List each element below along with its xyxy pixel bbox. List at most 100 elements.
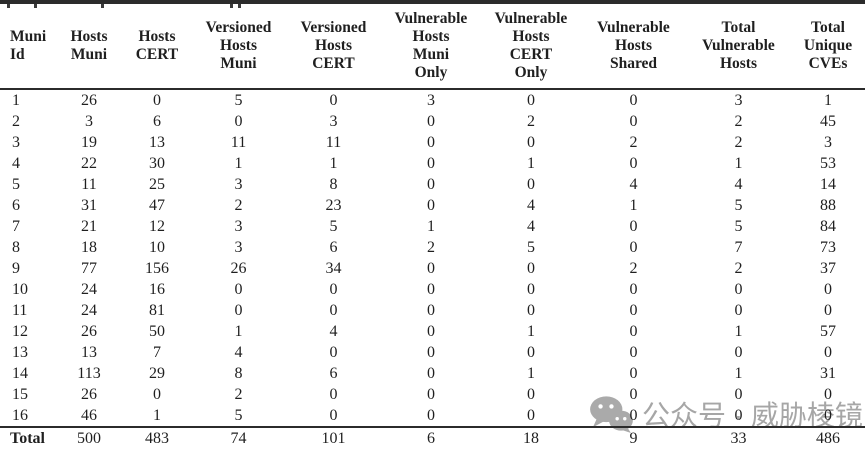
table-cell: 1 xyxy=(734,155,743,172)
table-row: 11 24 81 0 0 0 0 0 0 0 xyxy=(0,300,865,321)
row-label-cell: 5 xyxy=(12,176,20,193)
table-cell: 0 xyxy=(824,281,832,298)
table-cell: 53 xyxy=(820,155,836,172)
table-cell: 11 xyxy=(81,176,97,193)
table-cell: 22 xyxy=(81,155,97,172)
table-cell: 24 xyxy=(81,302,97,319)
table-cell: 2 xyxy=(734,134,743,151)
col-header-versioned-hosts-muni: Versioned Hosts Muni xyxy=(191,4,286,90)
row-label-cell: Total xyxy=(0,426,55,450)
header-row: Muni Id Hosts Muni Hosts CERT Versioned … xyxy=(0,4,865,90)
table-cell: 0 xyxy=(329,302,338,319)
table-row: 8 18 10 3 6 2 5 0 7 73 xyxy=(0,237,865,258)
table-cell: 1 xyxy=(234,323,243,340)
table-cell: 1 xyxy=(734,365,743,382)
table-cell: 1 xyxy=(427,218,435,235)
table-cell: 0 xyxy=(329,386,338,403)
table-cell: 1 xyxy=(734,323,743,340)
row-label-cell: 2 xyxy=(12,113,20,130)
table-cell: 6 xyxy=(329,365,338,382)
table-cell: 14 xyxy=(820,176,836,193)
table-cell: 1 xyxy=(234,155,243,172)
table-cell: 31 xyxy=(81,197,97,214)
row-label-cell: 8 xyxy=(12,239,20,256)
table-row: 2 3 6 0 3 0 2 0 2 45 xyxy=(0,111,865,132)
table-cell: 0 xyxy=(427,344,435,361)
row-label-cell: 15 xyxy=(12,386,28,403)
table-cell: 3 xyxy=(329,113,338,130)
table-cell: 4 xyxy=(329,323,338,340)
table-cell: 0 xyxy=(629,302,638,319)
table-cell: 0 xyxy=(629,113,638,130)
row-label-cell: 14 xyxy=(12,365,28,382)
table-cell: 0 xyxy=(527,407,535,424)
table-cell: 6 xyxy=(329,239,338,256)
table-cell: 0 xyxy=(427,281,435,298)
row-label-cell: 4 xyxy=(12,155,20,172)
col-header-muni-id: Muni Id xyxy=(0,4,55,90)
table-cell: 1 xyxy=(527,365,535,382)
caption-descender-mark xyxy=(230,3,233,8)
table-cell: 0 xyxy=(629,407,638,424)
table-cell: 0 xyxy=(427,260,435,277)
table-cell: 37 xyxy=(820,260,836,277)
table-row: 9 77 156 26 34 0 0 2 2 37 xyxy=(0,258,865,279)
table-cell: 0 xyxy=(427,323,435,340)
table-cell: 1 xyxy=(329,155,338,172)
table-cell: 0 xyxy=(734,302,743,319)
table-cell: 8 xyxy=(234,365,243,382)
caption-descender-mark xyxy=(7,3,10,8)
table-cell: 0 xyxy=(824,344,832,361)
table-cell: 29 xyxy=(149,365,165,382)
table-cell: 10 xyxy=(149,239,165,256)
table-cell: 0 xyxy=(629,92,638,109)
table-row: 12 26 50 1 4 0 1 0 1 57 xyxy=(0,321,865,342)
table-cell: 0 xyxy=(427,113,435,130)
table-cell: 5 xyxy=(329,218,338,235)
table-cell: 0 xyxy=(629,365,638,382)
table-cell: 1 xyxy=(527,155,535,172)
table-cell: 0 xyxy=(629,323,638,340)
table-cell: 16 xyxy=(149,281,165,298)
table-cell: 1 xyxy=(824,92,832,109)
table-cell: 5 xyxy=(527,239,535,256)
table-cell: 57 xyxy=(820,323,836,340)
table-cell: 0 xyxy=(527,92,535,109)
table-cell: 0 xyxy=(153,386,161,403)
table-cell: 26 xyxy=(81,323,97,340)
table-cell: 0 xyxy=(629,239,638,256)
table-cell: 45 xyxy=(820,113,836,130)
table-cell: 84 xyxy=(820,218,836,235)
row-label-cell: 1 xyxy=(12,92,20,109)
table-cell: 0 xyxy=(734,281,743,298)
table-row: 4 22 30 1 1 0 1 0 1 53 xyxy=(0,153,865,174)
table-cell: 24 xyxy=(81,281,97,298)
table-cell: 0 xyxy=(427,386,435,403)
table-cell: 74 xyxy=(191,426,286,450)
table-cell: 3 xyxy=(85,113,93,130)
table-cell: 0 xyxy=(629,344,638,361)
table-cell: 5 xyxy=(734,218,743,235)
table-cell: 1 xyxy=(527,323,535,340)
table-cell: 0 xyxy=(427,197,435,214)
table-cell: 2 xyxy=(629,260,638,277)
table-cell: 0 xyxy=(329,407,338,424)
table-cell: 3 xyxy=(234,239,243,256)
table-cell: 0 xyxy=(329,344,338,361)
table-cell: 4 xyxy=(629,176,638,193)
table-cell: 30 xyxy=(149,155,165,172)
table-cell: 88 xyxy=(820,197,836,214)
table-cell: 0 xyxy=(527,260,535,277)
table-cell: 2 xyxy=(527,113,535,130)
table-cell: 18 xyxy=(481,426,581,450)
table-row: 6 31 47 2 23 0 4 1 5 88 xyxy=(0,195,865,216)
row-label-cell: 3 xyxy=(12,134,20,151)
table-cell: 4 xyxy=(527,197,535,214)
table-cell: 0 xyxy=(629,155,638,172)
table-cell: 0 xyxy=(527,302,535,319)
table-cell: 33 xyxy=(686,426,791,450)
col-header-hosts-cert: Hosts CERT xyxy=(123,4,191,90)
table-cell: 2 xyxy=(427,239,435,256)
table-cell: 2 xyxy=(734,260,743,277)
table-row: 3 19 13 11 11 0 0 2 2 3 xyxy=(0,132,865,153)
